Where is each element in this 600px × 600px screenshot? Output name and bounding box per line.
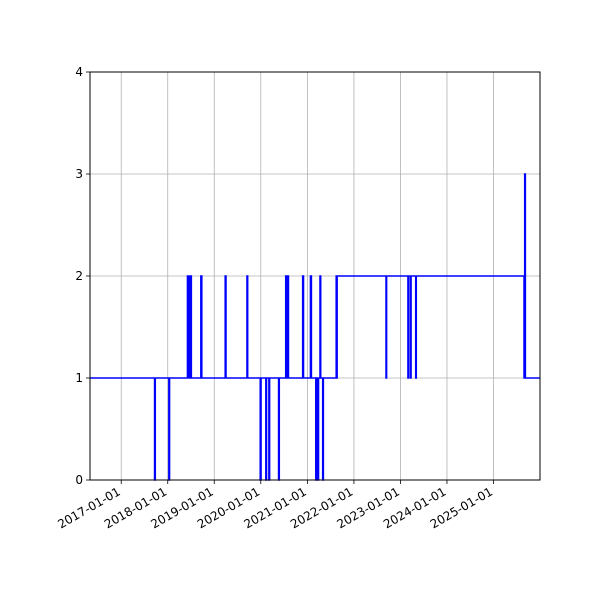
series-line	[90, 173, 540, 481]
y-axis: 0 1 2 3 4	[75, 65, 90, 487]
plot-area	[90, 173, 540, 481]
y-tick-label: 1	[75, 371, 83, 385]
y-tick-label: 3	[75, 167, 83, 181]
y-tick-label: 2	[75, 269, 83, 283]
y-tick-label: 4	[75, 65, 83, 79]
y-tick-label: 0	[75, 473, 83, 487]
